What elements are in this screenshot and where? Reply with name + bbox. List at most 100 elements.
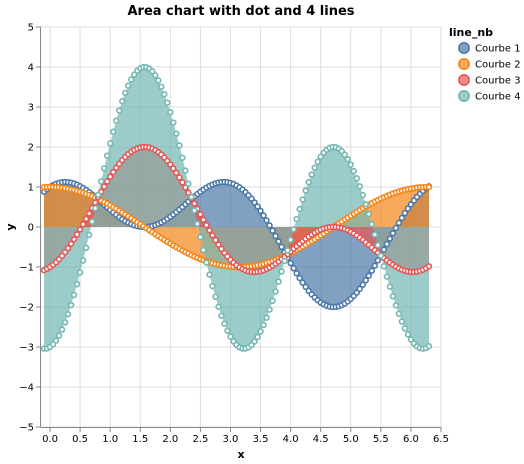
point xyxy=(218,312,225,319)
legend-label-4: Courbe 4 xyxy=(475,92,521,103)
point xyxy=(287,259,294,267)
area-1 xyxy=(44,182,429,307)
point xyxy=(61,249,69,256)
point xyxy=(152,72,159,79)
series-points-4 xyxy=(40,63,433,352)
point xyxy=(392,224,400,232)
point xyxy=(82,244,90,252)
point xyxy=(103,178,111,185)
chart-title: Area chart with dot and 4 lines xyxy=(127,4,354,19)
point xyxy=(383,240,391,248)
legend-label-2: Courbe 2 xyxy=(475,60,521,71)
point xyxy=(350,167,357,175)
point xyxy=(73,280,81,288)
point xyxy=(362,201,370,208)
point xyxy=(371,262,379,269)
point xyxy=(386,235,394,242)
point xyxy=(254,333,261,341)
point xyxy=(206,227,213,234)
legend-label-1: Courbe 1 xyxy=(475,44,521,55)
point xyxy=(356,285,363,293)
point xyxy=(176,142,183,149)
point xyxy=(425,343,433,350)
point xyxy=(91,199,99,206)
point xyxy=(347,161,354,168)
point xyxy=(389,230,397,237)
point xyxy=(341,151,348,158)
point xyxy=(401,209,409,217)
point xyxy=(266,306,273,313)
series-points-3 xyxy=(40,143,433,276)
point xyxy=(155,77,162,84)
point xyxy=(359,281,366,288)
point xyxy=(263,217,270,224)
point xyxy=(308,171,315,178)
x-tick-label: 2.5 xyxy=(192,434,208,445)
point xyxy=(374,257,382,264)
point xyxy=(365,272,373,279)
legend-symbol-2 xyxy=(458,58,470,70)
x-tick-label: 3.0 xyxy=(223,434,239,445)
point xyxy=(85,210,93,217)
point xyxy=(293,270,300,277)
point xyxy=(395,219,403,227)
point xyxy=(398,214,406,222)
point xyxy=(311,164,318,171)
point xyxy=(299,279,306,286)
point xyxy=(290,265,297,272)
point xyxy=(73,231,81,238)
y-tick-label: −1 xyxy=(19,263,34,274)
point xyxy=(109,168,117,176)
point xyxy=(275,278,282,285)
point xyxy=(365,210,373,218)
point xyxy=(167,108,174,116)
point xyxy=(251,338,258,345)
y-tick-label: 3 xyxy=(28,103,34,114)
point xyxy=(299,196,306,203)
point xyxy=(64,244,72,252)
x-tick-label: 4.0 xyxy=(283,434,299,445)
point xyxy=(215,241,222,248)
point xyxy=(179,154,186,161)
point xyxy=(194,220,201,228)
x-tick-label: 4.5 xyxy=(313,434,329,445)
legend-symbol-3 xyxy=(458,74,470,86)
point xyxy=(380,263,388,270)
point xyxy=(389,293,397,300)
point xyxy=(185,180,192,187)
point xyxy=(386,283,394,290)
point xyxy=(260,321,267,329)
point xyxy=(125,82,132,89)
point xyxy=(203,221,210,229)
point xyxy=(94,191,102,199)
point xyxy=(106,140,114,147)
point xyxy=(182,167,189,174)
point xyxy=(371,231,379,238)
point xyxy=(374,241,382,249)
point xyxy=(296,205,303,213)
point xyxy=(215,303,222,310)
point xyxy=(209,232,216,239)
point xyxy=(218,245,225,253)
x-tick-label: 5.0 xyxy=(343,434,359,445)
point xyxy=(293,215,300,223)
point xyxy=(407,336,415,343)
legend-title: line_nb xyxy=(449,26,493,39)
point xyxy=(191,200,198,207)
point xyxy=(203,259,210,266)
point xyxy=(212,236,219,244)
point xyxy=(368,220,376,228)
point xyxy=(173,169,180,177)
point xyxy=(97,178,105,185)
point xyxy=(55,332,63,339)
point xyxy=(100,165,108,172)
point xyxy=(52,337,60,344)
point xyxy=(287,236,294,244)
point xyxy=(356,183,363,190)
y-tick-label: 1 xyxy=(28,183,34,194)
point xyxy=(70,291,78,299)
point xyxy=(257,328,264,335)
legend-label-3: Courbe 3 xyxy=(475,76,521,87)
point xyxy=(161,91,168,98)
